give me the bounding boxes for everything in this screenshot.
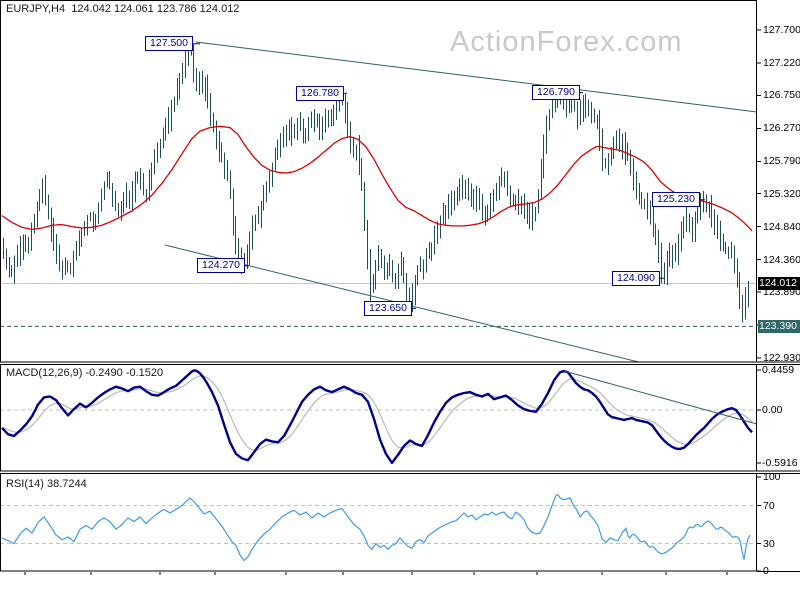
watermark: ActionForex.com xyxy=(450,26,683,58)
rsi-tick-label: 30 xyxy=(763,537,775,550)
price-tick-label: 125.790 xyxy=(763,155,800,168)
price-annotation[interactable]: 126.780 xyxy=(296,85,344,101)
support-price-badge: 123.390 xyxy=(758,319,800,333)
axis-ticks xyxy=(24,29,761,575)
trendline-upper-resistance[interactable] xyxy=(195,41,758,113)
price-annotation[interactable]: 123.650 xyxy=(364,300,412,316)
macd-trendline[interactable] xyxy=(563,370,758,425)
ma-line xyxy=(1,125,753,232)
price-annotation[interactable]: 124.270 xyxy=(197,258,245,274)
price-annotation[interactable]: 127.500 xyxy=(145,36,193,52)
price-tick-label: 122.930 xyxy=(763,351,800,364)
symbol-ohlc-line: EURJPY,H4 124.042 124.061 123.786 124.01… xyxy=(6,3,240,15)
rsi-tick-label: 0 xyxy=(763,565,769,577)
rsi-tick-label: 100 xyxy=(763,471,781,483)
price-annotation[interactable]: 125.230 xyxy=(652,192,700,208)
price-tick-label: 124.360 xyxy=(763,253,800,266)
macd-line xyxy=(1,369,753,465)
price-tick-label: 127.700 xyxy=(763,24,800,36)
price-tick-label: 126.750 xyxy=(763,89,800,102)
panel-borders xyxy=(0,0,800,572)
macd-tick-label: 0.4459 xyxy=(762,364,795,376)
price-tick-label: 126.270 xyxy=(763,122,800,135)
macd-tick-label: 0.00 xyxy=(762,404,783,416)
macd-tick-label: -0.5916 xyxy=(762,457,798,470)
time-axis[interactable]: 7 Feb 201915 Feb 04:0022 Feb 12:001 Mar … xyxy=(0,572,800,600)
price-tick-label: 124.840 xyxy=(763,220,800,233)
price-annotation[interactable]: 124.090 xyxy=(612,270,660,286)
price-tick-label: 125.320 xyxy=(763,187,800,200)
rsi-tick-label: 70 xyxy=(763,499,775,512)
current-price-badge: 124.012 xyxy=(758,277,800,291)
macd-label: MACD(12,26,9) -0.2490 -0.1520 xyxy=(6,367,164,379)
price-tick-label: 127.220 xyxy=(763,57,800,69)
rsi-line xyxy=(1,493,751,562)
rsi-label: RSI(14) 38.7244 xyxy=(6,478,87,490)
price-annotation[interactable]: 126.790 xyxy=(532,85,580,101)
